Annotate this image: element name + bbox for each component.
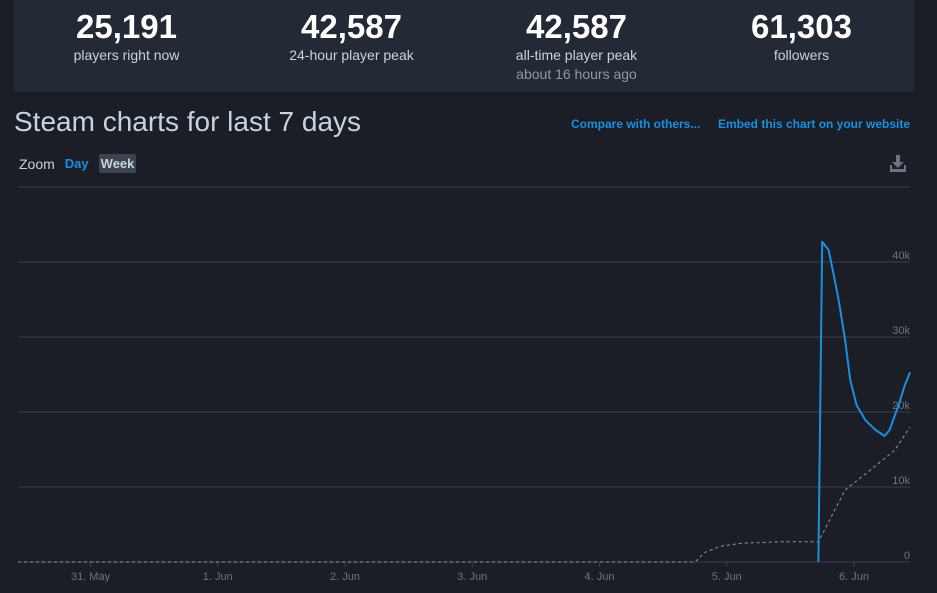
stat-label: all-time player peak: [515, 47, 638, 63]
x-tick-label: 2. Jun: [330, 571, 360, 583]
compare-link[interactable]: Compare with others...: [571, 117, 701, 131]
y-tick-label: 30k: [892, 325, 910, 337]
page-title: Steam charts for last 7 days: [14, 106, 362, 137]
download-icon[interactable]: [890, 155, 906, 172]
stat: 61,303 followers: [689, 0, 914, 92]
stat-note: about 16 hours ago: [516, 66, 637, 82]
stat-label: followers: [773, 47, 830, 63]
stat: 42,587 24-hour player peak: [239, 0, 464, 92]
y-tick-label: 20k: [892, 400, 910, 412]
y-tick-label: 40k: [892, 250, 910, 262]
stats-panel: 25,191 players right now 42,587 24-hour pla…: [14, 0, 914, 92]
series-line: [18, 426, 911, 563]
stat-label: 24-hour player peak: [289, 47, 414, 63]
x-tick-label: 5. Jun: [712, 571, 742, 583]
zoom-controls: Zoom Day Week: [19, 154, 137, 173]
zoom-option[interactable]: Day: [64, 156, 89, 171]
zoom-label: Zoom: [19, 155, 55, 172]
stat-value: 42,587: [301, 8, 402, 45]
zoom-option[interactable]: Week: [98, 154, 137, 173]
stat-label: players right now: [73, 47, 180, 63]
x-tick-label: 4. Jun: [585, 571, 615, 583]
x-tick-label: 1. Jun: [203, 571, 233, 583]
stat-value: 61,303: [751, 8, 852, 45]
stat-value: 25,191: [76, 8, 177, 45]
x-tick-label: 6. Jun: [839, 571, 869, 583]
stat-value: 42,587: [526, 8, 627, 45]
y-tick-label: 10k: [892, 475, 910, 487]
stat: 42,587 all-time player peak about 16 hours…: [464, 0, 689, 92]
x-tick-label: 3. Jun: [457, 571, 487, 583]
y-tick-label: 0: [904, 550, 910, 562]
stat: 25,191 players right now: [14, 0, 239, 92]
embed-link[interactable]: Embed this chart on your website: [718, 117, 911, 131]
series-line: [817, 240, 911, 563]
x-tick-label: 31. May: [71, 571, 111, 583]
